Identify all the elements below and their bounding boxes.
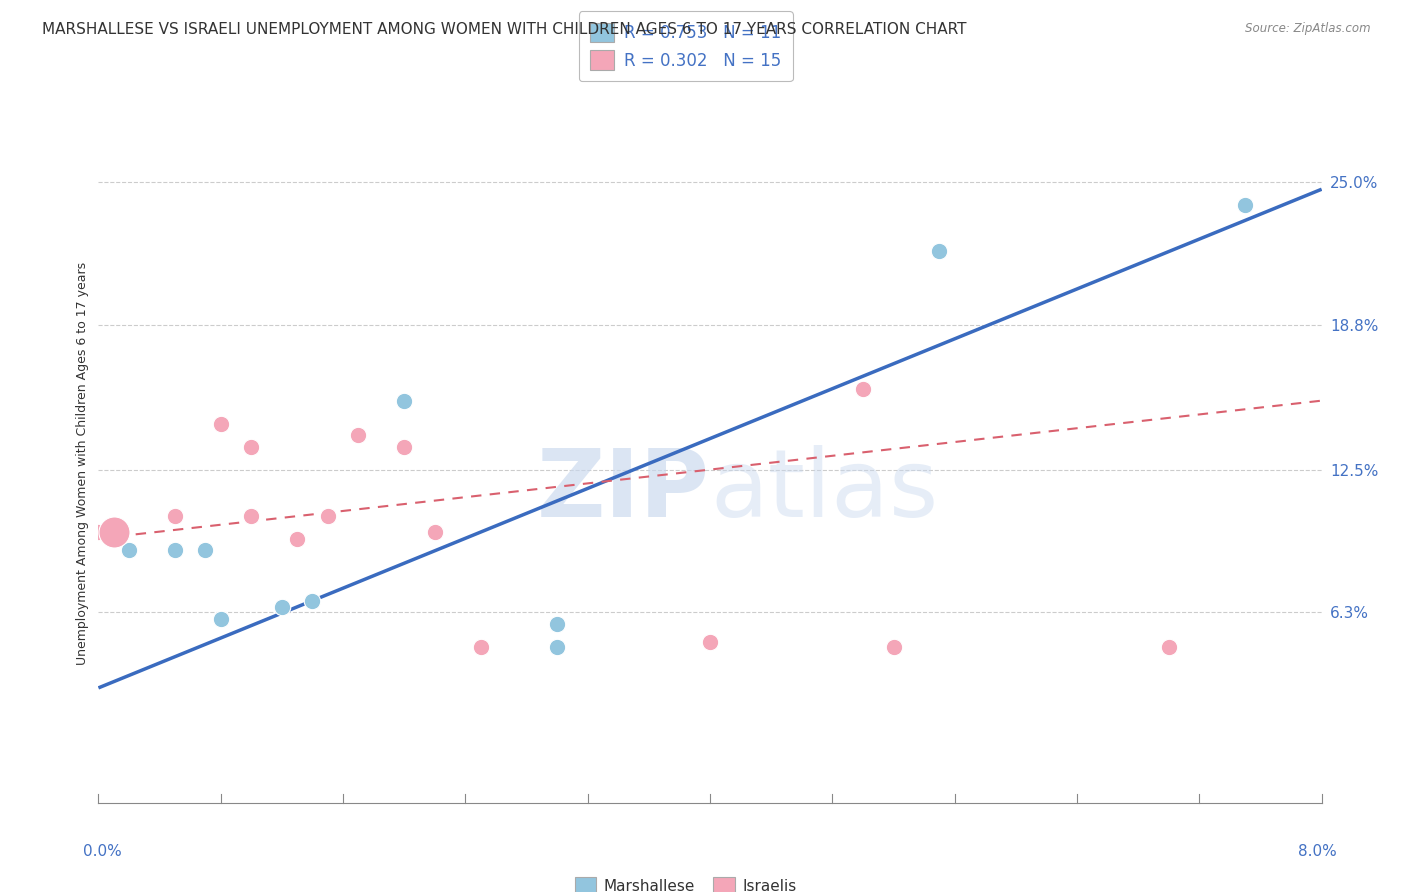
Point xyxy=(699,635,721,649)
Text: Unemployment Among Women with Children Ages 6 to 17 years: Unemployment Among Women with Children A… xyxy=(76,262,89,665)
Text: atlas: atlas xyxy=(710,445,938,537)
Point xyxy=(301,593,323,607)
Point xyxy=(392,440,416,454)
Point xyxy=(270,600,294,615)
Point xyxy=(546,616,568,631)
Point xyxy=(423,524,446,539)
Point xyxy=(1157,640,1180,654)
Point xyxy=(316,508,339,523)
Point xyxy=(163,508,186,523)
Text: Source: ZipAtlas.com: Source: ZipAtlas.com xyxy=(1246,22,1371,36)
Point xyxy=(118,543,141,558)
Point xyxy=(209,417,232,431)
Point xyxy=(240,508,263,523)
Point xyxy=(285,532,308,546)
Point xyxy=(209,612,232,626)
Text: MARSHALLESE VS ISRAELI UNEMPLOYMENT AMONG WOMEN WITH CHILDREN AGES 6 TO 17 YEARS: MARSHALLESE VS ISRAELI UNEMPLOYMENT AMON… xyxy=(42,22,967,37)
Point xyxy=(194,543,217,558)
Point xyxy=(240,440,263,454)
Point xyxy=(392,393,416,408)
Point xyxy=(928,244,950,259)
Point xyxy=(883,640,905,654)
Point xyxy=(852,382,875,396)
Legend: Marshallese, Israelis: Marshallese, Israelis xyxy=(565,868,806,892)
Point xyxy=(163,543,186,558)
Point xyxy=(87,524,110,539)
Point xyxy=(347,428,370,442)
Text: 8.0%: 8.0% xyxy=(1298,844,1337,859)
Point xyxy=(470,640,492,654)
Point xyxy=(1234,198,1257,212)
Point xyxy=(546,640,568,654)
Text: ZIP: ZIP xyxy=(537,445,710,537)
Text: 0.0%: 0.0% xyxy=(83,844,122,859)
Point xyxy=(103,524,125,539)
